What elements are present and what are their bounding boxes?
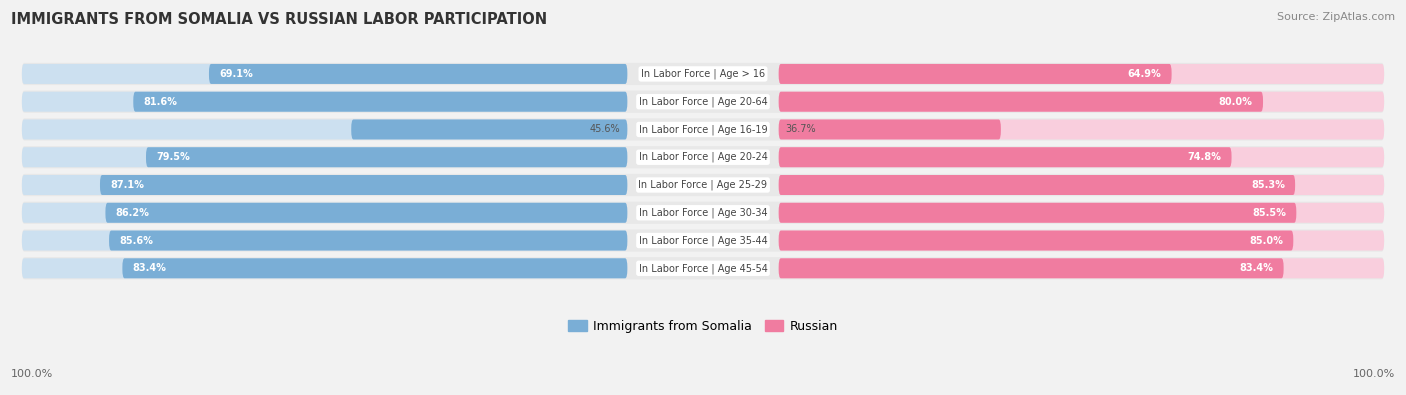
FancyBboxPatch shape	[779, 231, 1384, 250]
Text: In Labor Force | Age 30-34: In Labor Force | Age 30-34	[638, 207, 768, 218]
FancyBboxPatch shape	[22, 147, 627, 167]
Text: In Labor Force | Age 20-64: In Labor Force | Age 20-64	[638, 96, 768, 107]
Text: 69.1%: 69.1%	[219, 69, 253, 79]
FancyBboxPatch shape	[779, 64, 1171, 84]
FancyBboxPatch shape	[779, 147, 1384, 167]
FancyBboxPatch shape	[779, 147, 1232, 167]
Text: 83.4%: 83.4%	[132, 263, 166, 273]
FancyBboxPatch shape	[22, 231, 627, 250]
Text: 83.4%: 83.4%	[1240, 263, 1274, 273]
FancyBboxPatch shape	[779, 231, 1294, 250]
FancyBboxPatch shape	[22, 146, 1384, 168]
Text: 85.3%: 85.3%	[1251, 180, 1285, 190]
FancyBboxPatch shape	[110, 231, 627, 250]
FancyBboxPatch shape	[22, 90, 1384, 113]
Text: In Labor Force | Age 25-29: In Labor Force | Age 25-29	[638, 180, 768, 190]
FancyBboxPatch shape	[779, 92, 1263, 112]
FancyBboxPatch shape	[779, 258, 1384, 278]
Text: 64.9%: 64.9%	[1128, 69, 1161, 79]
FancyBboxPatch shape	[122, 258, 627, 278]
FancyBboxPatch shape	[134, 92, 627, 112]
Text: 86.2%: 86.2%	[115, 208, 149, 218]
Text: 85.6%: 85.6%	[120, 235, 153, 246]
Text: 45.6%: 45.6%	[589, 124, 620, 134]
FancyBboxPatch shape	[779, 258, 1284, 278]
FancyBboxPatch shape	[779, 175, 1384, 195]
Text: In Labor Force | Age 16-19: In Labor Force | Age 16-19	[638, 124, 768, 135]
FancyBboxPatch shape	[779, 203, 1296, 223]
FancyBboxPatch shape	[22, 258, 627, 278]
FancyBboxPatch shape	[146, 147, 627, 167]
FancyBboxPatch shape	[779, 92, 1384, 112]
FancyBboxPatch shape	[22, 203, 627, 223]
Text: 36.7%: 36.7%	[786, 124, 817, 134]
FancyBboxPatch shape	[22, 175, 627, 195]
Text: 100.0%: 100.0%	[1353, 369, 1395, 379]
Text: In Labor Force | Age 20-24: In Labor Force | Age 20-24	[638, 152, 768, 162]
FancyBboxPatch shape	[22, 202, 1384, 224]
FancyBboxPatch shape	[100, 175, 627, 195]
Text: In Labor Force | Age > 16: In Labor Force | Age > 16	[641, 69, 765, 79]
FancyBboxPatch shape	[779, 203, 1384, 223]
FancyBboxPatch shape	[779, 119, 1001, 139]
FancyBboxPatch shape	[779, 119, 1384, 139]
Text: In Labor Force | Age 35-44: In Labor Force | Age 35-44	[638, 235, 768, 246]
FancyBboxPatch shape	[22, 118, 1384, 141]
Text: 81.6%: 81.6%	[143, 97, 177, 107]
FancyBboxPatch shape	[22, 174, 1384, 196]
FancyBboxPatch shape	[105, 203, 627, 223]
Text: 79.5%: 79.5%	[156, 152, 190, 162]
Text: In Labor Force | Age 45-54: In Labor Force | Age 45-54	[638, 263, 768, 274]
FancyBboxPatch shape	[779, 175, 1295, 195]
FancyBboxPatch shape	[779, 64, 1384, 84]
Text: 85.0%: 85.0%	[1249, 235, 1284, 246]
FancyBboxPatch shape	[352, 119, 627, 139]
FancyBboxPatch shape	[22, 257, 1384, 279]
FancyBboxPatch shape	[22, 63, 1384, 85]
FancyBboxPatch shape	[22, 229, 1384, 252]
FancyBboxPatch shape	[22, 119, 627, 139]
FancyBboxPatch shape	[209, 64, 627, 84]
Text: 80.0%: 80.0%	[1219, 97, 1253, 107]
Text: Source: ZipAtlas.com: Source: ZipAtlas.com	[1277, 12, 1395, 22]
Text: 74.8%: 74.8%	[1187, 152, 1222, 162]
Text: 100.0%: 100.0%	[11, 369, 53, 379]
Legend: Immigrants from Somalia, Russian: Immigrants from Somalia, Russian	[568, 320, 838, 333]
Text: 87.1%: 87.1%	[110, 180, 145, 190]
Text: IMMIGRANTS FROM SOMALIA VS RUSSIAN LABOR PARTICIPATION: IMMIGRANTS FROM SOMALIA VS RUSSIAN LABOR…	[11, 12, 547, 27]
Text: 85.5%: 85.5%	[1253, 208, 1286, 218]
FancyBboxPatch shape	[22, 64, 627, 84]
FancyBboxPatch shape	[22, 92, 627, 112]
